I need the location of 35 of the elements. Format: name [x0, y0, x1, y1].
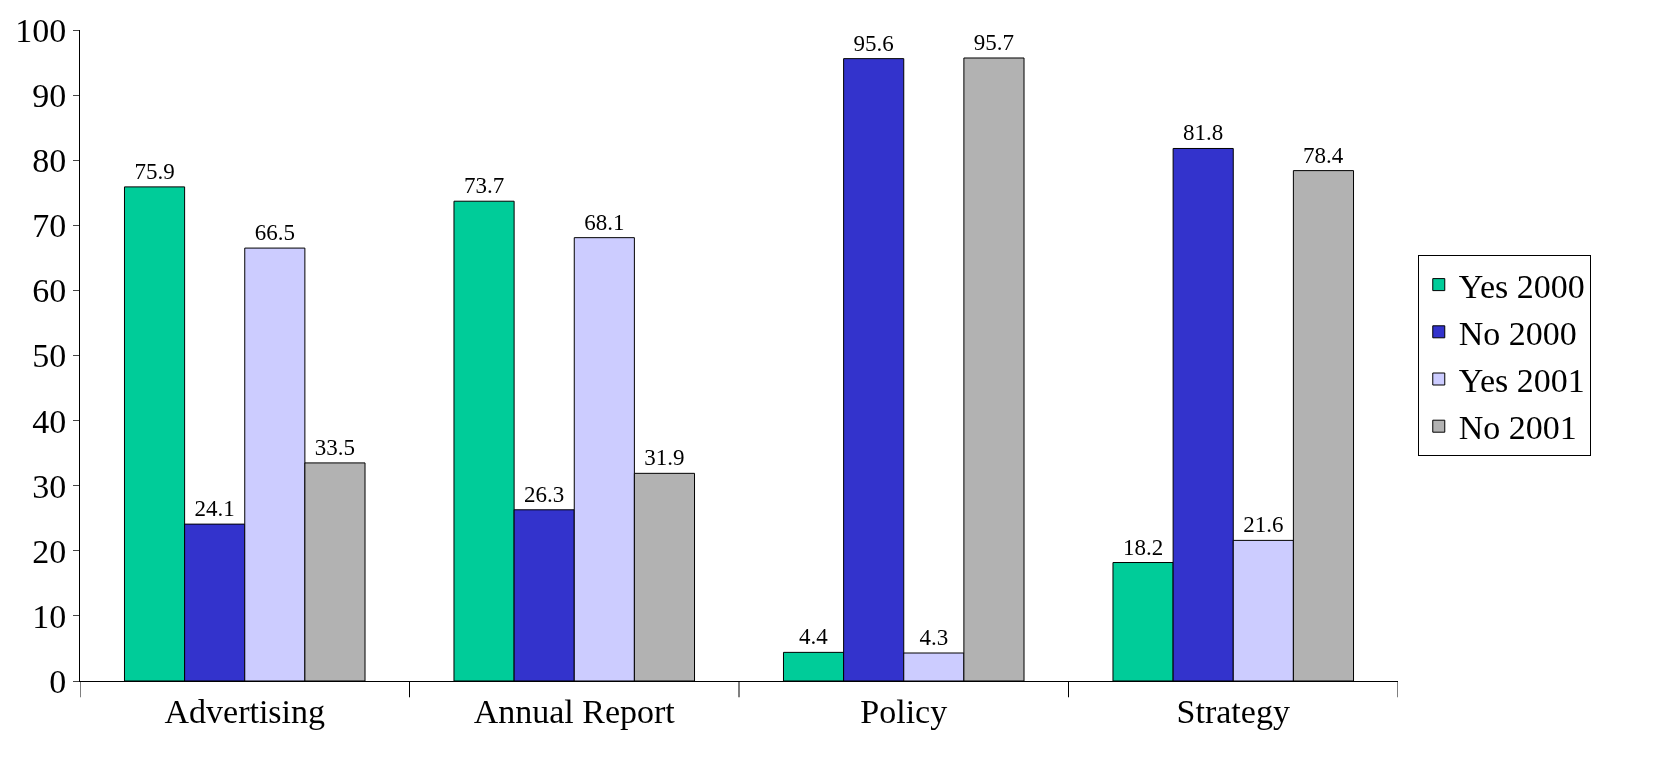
data-label: 81.8	[1183, 120, 1224, 146]
data-label: 75.9	[134, 158, 175, 184]
x-tick-label: Annual Report	[473, 692, 676, 730]
data-label: 21.6	[1243, 512, 1284, 538]
data-label: 68.1	[584, 209, 625, 235]
legend-label: No 2001	[1458, 409, 1577, 447]
legend-label: No 2000	[1458, 315, 1577, 353]
data-label: 95.7	[973, 29, 1015, 55]
data-label: 31.9	[644, 445, 685, 471]
x-tick-label: Strategy	[1176, 692, 1290, 730]
y-tick-label: 60	[32, 272, 67, 310]
data-label: 78.4	[1303, 142, 1344, 168]
data-label: 24.1	[194, 496, 235, 522]
data-label: 26.3	[524, 481, 565, 507]
y-tick-label: 50	[32, 337, 67, 375]
y-tick-label: 20	[32, 532, 67, 570]
y-tick-label: 100	[15, 11, 67, 49]
x-tick-label: Policy	[860, 692, 948, 730]
data-label: 4.4	[798, 624, 829, 650]
data-label: 95.6	[853, 30, 894, 56]
y-tick-label: 90	[32, 77, 67, 114]
y-tick-label: 40	[32, 402, 67, 440]
data-label: 4.3	[919, 625, 949, 651]
y-tick-label: 80	[32, 142, 67, 180]
data-label: 33.5	[314, 434, 356, 460]
y-tick-label: 10	[32, 597, 67, 635]
legend-label: Yes 2001	[1458, 362, 1585, 400]
x-tick-label: Advertising	[164, 692, 326, 730]
y-tick-label: 0	[49, 662, 67, 700]
data-label: 18.2	[1122, 534, 1164, 560]
data-label: 73.7	[463, 173, 505, 199]
y-tick-label: 30	[32, 467, 67, 505]
y-tick-label: 70	[32, 207, 67, 245]
legend-label: Yes 2000	[1458, 267, 1585, 305]
data-label: 66.5	[254, 220, 295, 246]
